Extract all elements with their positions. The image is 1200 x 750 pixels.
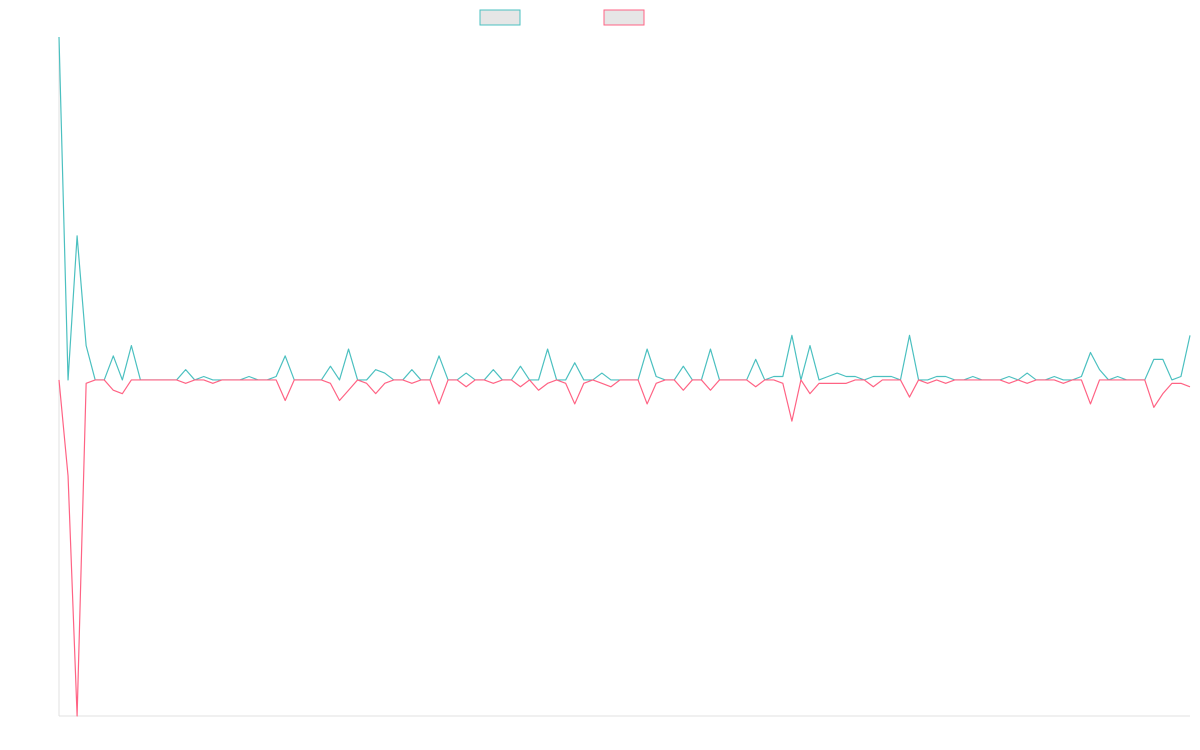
legend-swatch[interactable] (479, 9, 521, 26)
legend-swatch[interactable] (603, 9, 645, 26)
series-line (58, 379, 1191, 717)
series-line (58, 36, 1191, 381)
